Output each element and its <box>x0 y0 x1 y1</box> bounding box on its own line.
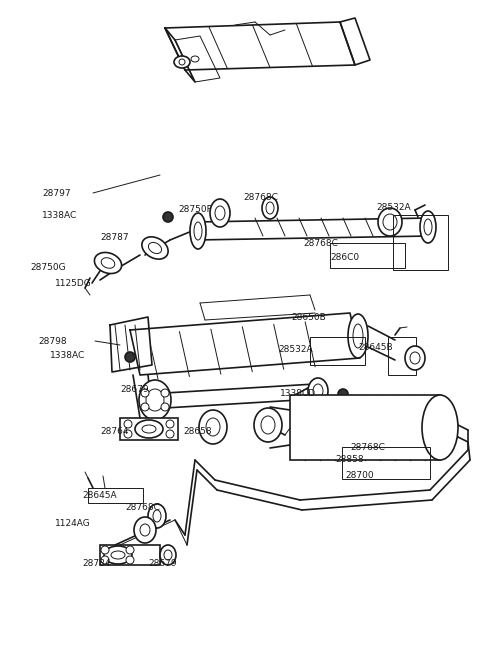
Bar <box>342 447 430 479</box>
Ellipse shape <box>104 546 132 564</box>
Ellipse shape <box>378 208 402 236</box>
Text: 1125DG: 1125DG <box>55 279 92 288</box>
Ellipse shape <box>254 408 282 442</box>
Ellipse shape <box>101 546 109 554</box>
Text: 28679: 28679 <box>148 558 177 568</box>
Ellipse shape <box>405 346 425 370</box>
Bar <box>290 395 440 460</box>
Bar <box>388 337 416 375</box>
Ellipse shape <box>141 403 149 411</box>
Ellipse shape <box>142 425 156 433</box>
Ellipse shape <box>190 213 206 249</box>
Text: 28768C: 28768C <box>303 238 338 248</box>
Ellipse shape <box>422 395 458 460</box>
Ellipse shape <box>308 378 328 404</box>
Ellipse shape <box>139 380 171 420</box>
Text: 28750G: 28750G <box>30 263 66 273</box>
Ellipse shape <box>153 510 161 522</box>
Ellipse shape <box>135 420 163 438</box>
Ellipse shape <box>338 389 348 399</box>
Ellipse shape <box>124 420 132 428</box>
Ellipse shape <box>148 504 166 528</box>
Ellipse shape <box>101 258 115 268</box>
Ellipse shape <box>353 324 363 348</box>
Text: 28650B: 28650B <box>291 313 326 323</box>
Ellipse shape <box>163 212 173 222</box>
Ellipse shape <box>174 56 190 68</box>
Ellipse shape <box>101 556 109 564</box>
Ellipse shape <box>424 219 432 235</box>
Ellipse shape <box>141 389 149 397</box>
Ellipse shape <box>262 197 278 219</box>
Ellipse shape <box>146 389 164 411</box>
Text: 28679: 28679 <box>120 386 149 394</box>
Text: 28645B: 28645B <box>358 342 393 351</box>
Text: 28858: 28858 <box>335 455 364 464</box>
Ellipse shape <box>383 214 397 230</box>
Text: 1338AC: 1338AC <box>50 350 85 359</box>
Ellipse shape <box>126 546 134 554</box>
Polygon shape <box>130 313 360 375</box>
Ellipse shape <box>164 550 172 560</box>
Text: 28787: 28787 <box>100 233 129 242</box>
Polygon shape <box>165 22 355 70</box>
Ellipse shape <box>206 418 220 436</box>
Text: 1338CD: 1338CD <box>280 388 316 397</box>
Text: 28768C: 28768C <box>125 503 160 512</box>
Ellipse shape <box>148 242 162 254</box>
Ellipse shape <box>179 59 185 65</box>
Bar <box>310 337 365 365</box>
Ellipse shape <box>142 237 168 259</box>
Ellipse shape <box>191 56 199 62</box>
Ellipse shape <box>160 545 176 565</box>
Ellipse shape <box>215 206 225 220</box>
Text: 28784: 28784 <box>82 558 110 568</box>
Bar <box>393 215 448 270</box>
Polygon shape <box>165 28 195 82</box>
Ellipse shape <box>161 389 169 397</box>
Ellipse shape <box>125 352 135 362</box>
Polygon shape <box>340 18 370 65</box>
Ellipse shape <box>126 556 134 564</box>
Text: 28764: 28764 <box>100 428 129 436</box>
Text: 28750F: 28750F <box>178 206 212 214</box>
Ellipse shape <box>166 430 174 438</box>
Ellipse shape <box>261 416 275 434</box>
Ellipse shape <box>95 252 121 273</box>
Text: 28658: 28658 <box>183 428 212 436</box>
Ellipse shape <box>140 524 150 536</box>
Bar <box>100 545 160 565</box>
Text: 28797: 28797 <box>42 189 71 198</box>
Ellipse shape <box>194 222 202 240</box>
Ellipse shape <box>348 314 368 358</box>
Ellipse shape <box>266 202 274 214</box>
Ellipse shape <box>410 352 420 364</box>
Ellipse shape <box>199 410 227 444</box>
Text: 1124AG: 1124AG <box>55 518 91 528</box>
Ellipse shape <box>124 430 132 438</box>
Ellipse shape <box>313 384 323 398</box>
Ellipse shape <box>111 551 125 559</box>
Text: 1338AC: 1338AC <box>42 212 77 221</box>
Ellipse shape <box>161 403 169 411</box>
Text: 28532A: 28532A <box>376 202 410 212</box>
Bar <box>330 243 405 268</box>
Text: 28768C: 28768C <box>243 193 278 202</box>
Bar <box>120 418 178 440</box>
Text: 28532A: 28532A <box>278 344 312 353</box>
Ellipse shape <box>420 211 436 243</box>
Text: 28645A: 28645A <box>82 491 117 499</box>
Polygon shape <box>110 317 152 372</box>
Text: 28768C: 28768C <box>350 443 385 451</box>
Text: 28700: 28700 <box>345 472 373 480</box>
Bar <box>88 488 143 503</box>
Text: 28798: 28798 <box>38 336 67 346</box>
Text: 286C0: 286C0 <box>330 254 359 263</box>
Polygon shape <box>175 36 220 82</box>
Ellipse shape <box>134 517 156 543</box>
Ellipse shape <box>166 420 174 428</box>
Ellipse shape <box>210 199 230 227</box>
